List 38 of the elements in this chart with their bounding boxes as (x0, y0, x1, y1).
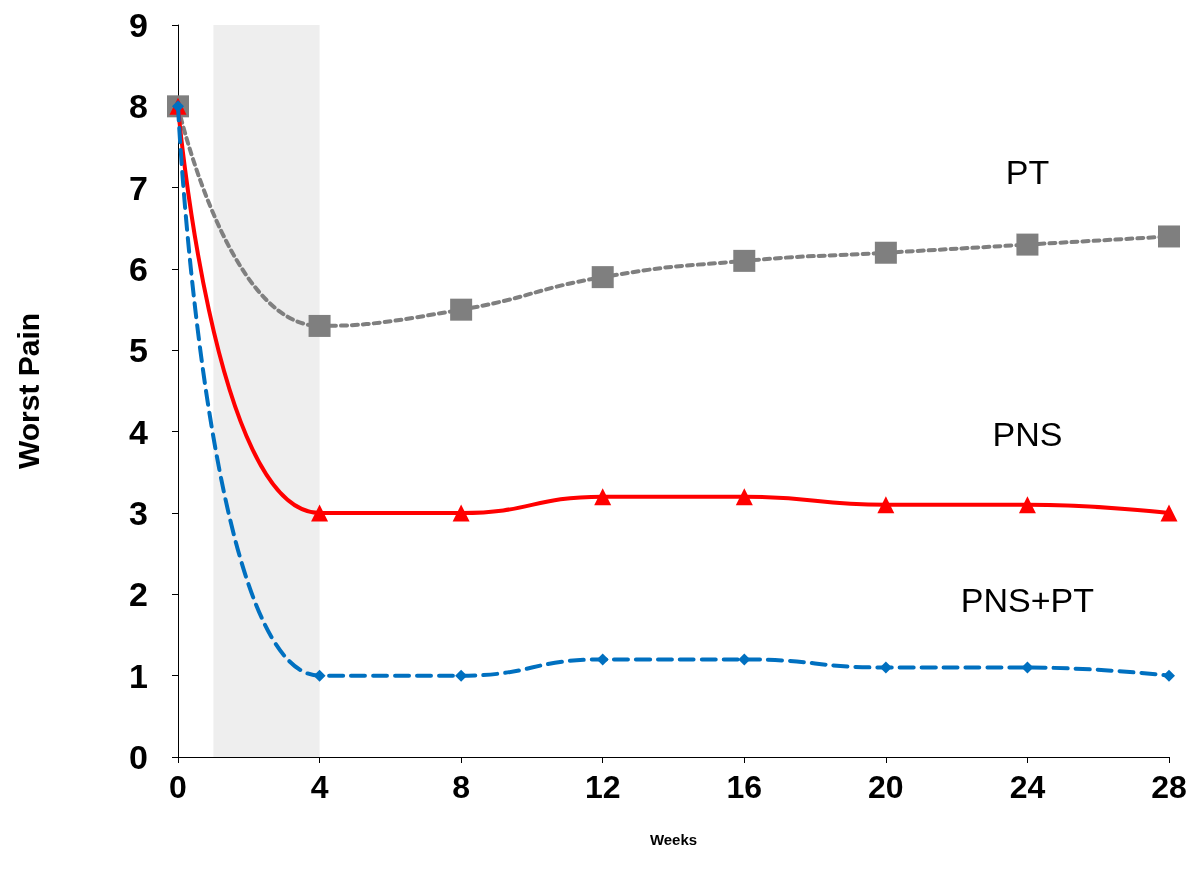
point (591, 266, 614, 289)
x-tick-label: 12 (584, 769, 621, 805)
y-tick-label: 3 (129, 494, 148, 532)
series-label: PNS (992, 415, 1063, 454)
y-tick-label: 1 (129, 656, 148, 695)
point (311, 504, 329, 522)
y-axis-title: Worst Pain (11, 312, 45, 470)
point (1160, 504, 1178, 522)
point (1016, 233, 1039, 256)
y-tick-label: 7 (129, 168, 148, 207)
point (733, 249, 756, 272)
point (735, 488, 753, 506)
y-tick-label: 0 (129, 738, 148, 776)
x-axis-title: Weeks (649, 831, 698, 848)
y-tick-label: 8 (129, 87, 148, 126)
x-tick-label: 4 (310, 769, 329, 805)
x-tick-label: 28 (1151, 769, 1187, 805)
point (1158, 225, 1180, 248)
x-tick-label: 8 (452, 769, 471, 805)
point (1018, 496, 1036, 514)
point (1163, 669, 1175, 682)
point (450, 298, 473, 321)
y-tick-label: 9 (129, 6, 148, 44)
y-tick-label: 4 (129, 412, 149, 451)
series-label: PNS+PT (960, 580, 1095, 619)
y-tick-label: 5 (129, 331, 148, 370)
x-tick-label: 20 (868, 769, 904, 805)
y-tick-label: 6 (129, 250, 148, 288)
point (877, 496, 895, 514)
x-tick-label: 24 (1009, 769, 1046, 805)
y-tick-label: 2 (129, 575, 148, 614)
x-tick-label: 0 (169, 769, 187, 805)
point (594, 488, 612, 506)
x-tick-label: 16 (726, 769, 763, 805)
point (452, 504, 470, 522)
point (874, 241, 897, 264)
series-label: PT (1005, 152, 1050, 191)
point (308, 314, 331, 337)
